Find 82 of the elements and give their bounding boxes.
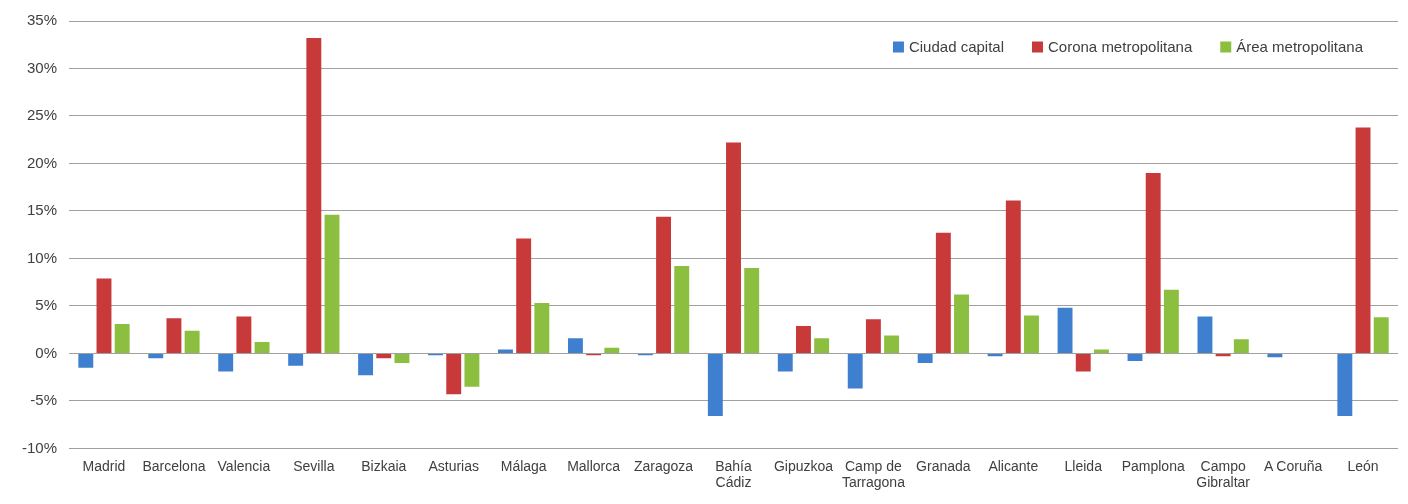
x-tick-label: Asturias <box>428 457 480 474</box>
bar <box>814 338 830 353</box>
bar <box>1057 307 1073 353</box>
bar <box>674 266 690 353</box>
x-tick-label: Lleida <box>1064 457 1103 474</box>
bar <box>96 278 112 353</box>
bar <box>166 318 182 353</box>
bar <box>516 238 532 353</box>
x-tick-label: Mallorca <box>567 457 621 474</box>
bar <box>1127 353 1143 362</box>
x-tick-label: Valencia <box>217 457 271 474</box>
y-tick-label: 15% <box>26 201 58 219</box>
bar <box>288 353 304 366</box>
bar <box>464 353 480 387</box>
bar <box>534 303 550 353</box>
x-tick-label: Barcelona <box>142 457 206 474</box>
bar <box>935 232 951 353</box>
x-tick-label: Madrid <box>82 457 126 474</box>
y-tick-label: -10% <box>21 438 58 456</box>
bar <box>1145 172 1161 353</box>
bar <box>847 353 863 389</box>
bar <box>498 349 513 353</box>
bar <box>1024 315 1039 353</box>
bar <box>1163 289 1179 353</box>
bar <box>254 342 270 353</box>
bar <box>1093 349 1109 353</box>
bar <box>114 323 130 353</box>
bar <box>777 353 793 372</box>
bar <box>218 353 234 372</box>
x-tick-label: Campo Gibraltar <box>1196 457 1251 491</box>
bar <box>1197 316 1213 353</box>
bar <box>1233 339 1249 353</box>
y-tick-label: 5% <box>35 296 58 314</box>
bar <box>446 353 462 395</box>
bar <box>148 353 164 359</box>
bar <box>394 353 410 363</box>
x-tick-label: Bahía Cádiz <box>715 457 753 491</box>
bar <box>324 214 340 353</box>
bar <box>306 38 322 353</box>
x-tick-label: Sevilla <box>293 457 335 474</box>
y-tick-label: 30% <box>26 58 58 76</box>
legend-label: Corona metropolitana <box>1048 38 1193 56</box>
bar <box>78 353 94 368</box>
y-tick-label: -5% <box>30 391 58 409</box>
x-tick-label: Pamplona <box>1121 457 1185 474</box>
bar <box>1005 200 1021 353</box>
bar <box>744 267 760 353</box>
y-tick-label: 25% <box>26 106 58 124</box>
x-tick-label: Gipuzkoa <box>773 457 834 474</box>
x-tick-label: Camp de Tarragona <box>841 457 906 491</box>
x-tick-label: Málaga <box>500 457 547 474</box>
bar <box>376 353 392 359</box>
bar <box>917 353 933 363</box>
x-tick-label: León <box>1347 457 1379 474</box>
x-tick-label: Bizkaia <box>361 457 407 474</box>
y-tick-label: 35% <box>26 11 58 29</box>
y-tick-label: 0% <box>35 343 58 361</box>
legend-label: Ciudad capital <box>908 38 1005 56</box>
bar <box>707 353 723 417</box>
y-tick-label: 10% <box>26 248 58 266</box>
x-tick-label: Granada <box>916 457 971 474</box>
bar <box>567 338 583 353</box>
bar <box>236 316 252 353</box>
bar <box>954 294 969 353</box>
bar <box>1373 317 1389 353</box>
bar <box>358 353 374 376</box>
x-tick-label: Alicante <box>988 457 1039 474</box>
bar <box>884 335 900 353</box>
bar <box>796 325 811 353</box>
bar <box>1075 353 1091 372</box>
legend-label: Área metropolitana <box>1236 38 1364 56</box>
bar <box>604 347 620 353</box>
bar <box>656 216 672 353</box>
bar <box>726 142 741 353</box>
x-tick-label: A Coruña <box>1263 457 1323 474</box>
y-tick-label: 20% <box>26 153 58 171</box>
bar <box>865 319 881 353</box>
x-tick-label: Zaragoza <box>633 457 694 474</box>
bar <box>1355 127 1371 353</box>
bar <box>184 330 200 353</box>
bar <box>1337 353 1353 417</box>
bar <box>1267 353 1283 358</box>
